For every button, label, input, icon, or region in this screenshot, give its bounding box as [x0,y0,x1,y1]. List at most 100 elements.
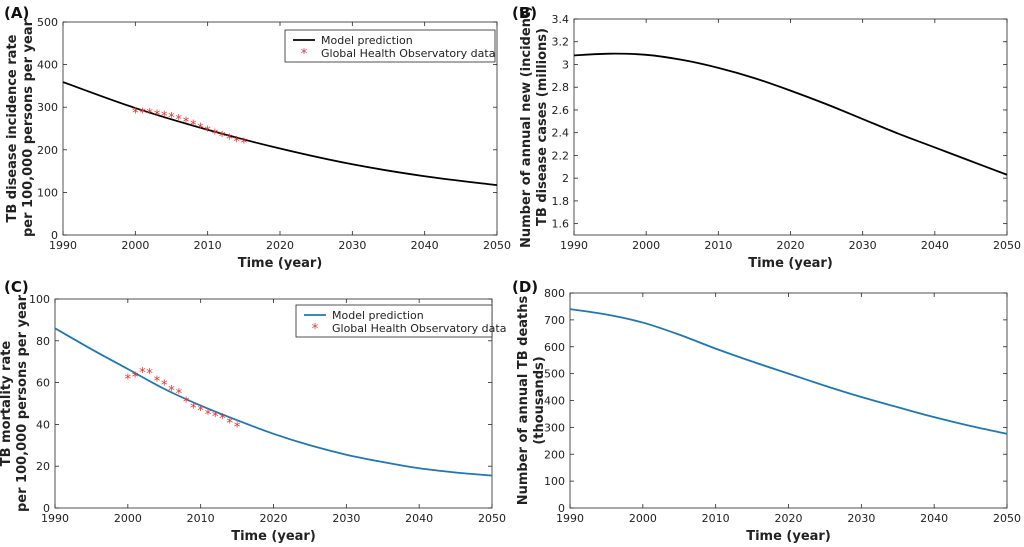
y-tick-label: 60 [36,377,50,390]
x-tick-label: 1990 [49,239,77,252]
y-axis-title-line: (thousands) [532,356,547,444]
series-line [573,52,1008,176]
data-point: * [190,402,197,417]
panel-label: (C) [4,278,29,296]
x-tick-label: 2030 [847,512,875,525]
panel-label: (A) [4,4,29,22]
x-tick-label: 2010 [194,239,222,252]
data-point: * [183,395,190,410]
x-tick-label: 2000 [114,512,142,525]
x-tick-label: 2030 [338,239,366,252]
x-tick-label: 2000 [629,512,657,525]
panel-a: 1990 2000 2010 2020 2030 2040 2050 0 100 200 300 40… [4,4,511,271]
y-tick-label: 2 [562,172,569,185]
legend-box [284,29,496,63]
data-point: * [234,420,241,435]
x-axis-title: Time (year) [238,256,323,271]
y-tick-label: 3.4 [552,13,570,26]
y-tick-label: 40 [36,418,50,431]
data-point: * [183,116,190,131]
y-tick-label: 2.8 [552,81,570,94]
legend-star-swatch: * [301,47,308,62]
data-point: * [212,128,219,143]
y-tick-label: 500 [37,16,58,29]
legend-label: Global Health Observatory data [321,47,495,60]
y-axis-title-line: Number of annual new (incident) [519,6,534,248]
y-tick-label: 0 [43,502,50,515]
x-axis-title: Time (year) [748,256,833,271]
y-tick-label: 0 [558,502,565,515]
x-tick-label: 1990 [41,512,69,525]
panel-label: (D) [512,278,538,296]
y-tick-label: 400 [544,395,565,408]
data-point: * [204,125,211,140]
panel-label: (B) [512,4,537,22]
y-axis-title-line: TB mortality rate [0,341,14,467]
data-point: * [219,412,226,427]
data-point: * [154,108,161,123]
x-tick-label: 2040 [920,512,948,525]
data-point: * [132,106,139,121]
y-axis-title-line: Number of annual TB deaths [516,295,531,505]
data-point: * [205,408,212,423]
data-point: * [139,366,146,381]
y-tick-label: 500 [544,368,565,381]
y-tick-label: 200 [544,448,565,461]
panel-b: 1990 2000 2010 2020 2030 2040 2050 1.6 1.8 2 2.2 2.… [512,4,1021,271]
legend-label: Global Health Observatory data [332,322,506,335]
x-tick-label: 2030 [332,512,360,525]
x-tick-label: 2010 [187,512,215,525]
data-point: * [175,113,182,128]
data-point: * [233,135,240,150]
data-point: * [168,384,175,399]
x-tick-label: 2020 [775,512,803,525]
y-axis-title: TB disease incidence rateper 100,000 per… [5,19,36,237]
y-tick-label: 200 [37,144,58,157]
x-tick-label: 1990 [560,239,588,252]
y-tick-label: 2.6 [552,104,570,117]
x-tick-label: 2050 [993,512,1021,525]
y-tick-label: 3.2 [552,36,570,49]
legend-label: Model prediction [332,309,424,322]
x-tick-label: 2020 [777,239,805,252]
panel-c: 1990 2000 2010 2020 2030 2040 2050020406080100… [0,278,506,544]
x-tick-label: 2010 [702,512,730,525]
y-tick-label: 1.6 [552,218,570,231]
y-tick-label: 300 [544,421,565,434]
x-tick-label: 1990 [556,512,584,525]
data-point: * [190,119,197,134]
y-axis-title: Number of annual new (incident)TB diseas… [519,6,550,248]
y-axis-title-line: TB disease cases (millions) [535,28,550,226]
y-axis-title: TB mortality rateper 100,000 persons per… [0,294,30,512]
x-axis-title: Time (year) [746,529,831,544]
data-point: * [197,404,204,419]
x-axis-title: Time (year) [231,529,316,544]
x-tick-label: 2040 [405,512,433,525]
y-axis-title-line: per 100,000 persons per year [15,294,30,512]
x-tick-label: 2030 [849,239,877,252]
y-tick-label: 100 [544,475,565,488]
data-point: * [154,375,161,390]
y-tick-label: 100 [37,186,58,199]
y-axis-title-line: per 100,000 persons per year [21,19,36,237]
y-tick-label: 300 [37,101,58,114]
axes-frame [573,18,1008,236]
x-tick-label: 2050 [478,512,506,525]
x-tick-label: 2000 [121,239,149,252]
y-tick-label: 20 [36,460,50,473]
y-tick-label: 800 [544,287,565,300]
series-line [569,308,1008,435]
data-point: * [168,111,175,126]
legend-star-swatch: * [312,322,319,337]
y-tick-label: 1.8 [552,195,570,208]
y-tick-label: 2.4 [552,127,570,140]
legend-box [295,304,493,338]
data-point: * [146,367,153,382]
x-tick-label: 2040 [921,239,949,252]
legend-label: Model prediction [321,34,413,47]
x-tick-label: 2000 [632,239,660,252]
data-point: * [125,372,132,387]
y-axis-title-line: TB disease incidence rate [5,34,20,222]
y-tick-label: 100 [29,293,50,306]
